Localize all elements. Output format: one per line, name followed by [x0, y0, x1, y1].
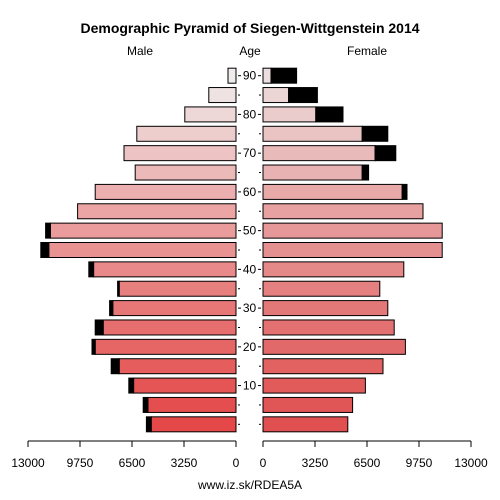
x-tick-label-female: 13000 — [454, 456, 488, 470]
male-bars — [40, 67, 237, 433]
female-excess-70-74 — [374, 145, 397, 162]
female-excess-65-69 — [361, 164, 370, 181]
age-axis: 10 20 30 40 50 60 70 80 90 — [238, 69, 261, 425]
female-bar-15-19 — [262, 358, 384, 375]
female-label: Female — [347, 44, 387, 58]
x-tick-label-female: 6500 — [354, 456, 381, 470]
source-footer: www.iz.sk/RDEA5A — [197, 478, 302, 492]
x-tick-label-male: 13000 — [11, 456, 45, 470]
male-bar-80-84 — [184, 106, 237, 123]
x-tick-label-male: 0 — [233, 456, 240, 470]
male-bar-15-19 — [118, 358, 237, 375]
female-bar-50-54 — [262, 222, 443, 239]
female-bar-90+ — [262, 67, 272, 84]
male-bar-60-64 — [94, 183, 237, 200]
male-bar-40-44 — [93, 261, 237, 278]
male-bar-25-29 — [102, 319, 237, 336]
age-tick-label: 60 — [243, 185, 257, 199]
female-bar-65-69 — [262, 164, 363, 181]
male-bar-5-9 — [147, 396, 237, 413]
male-excess-5-9 — [142, 396, 149, 413]
female-bar-25-29 — [262, 319, 395, 336]
female-bar-80-84 — [262, 106, 317, 123]
age-tick-label: 40 — [243, 262, 257, 276]
male-bar-30-34 — [112, 300, 237, 317]
male-excess-35-39 — [117, 280, 120, 297]
male-bar-0-4 — [150, 416, 237, 433]
male-bar-75-79 — [136, 125, 237, 142]
male-excess-0-4 — [145, 416, 152, 433]
male-bar-50-54 — [49, 222, 237, 239]
male-bar-35-39 — [118, 280, 237, 297]
x-tick-label-female: 0 — [260, 456, 267, 470]
age-tick-label: 70 — [243, 146, 257, 160]
female-bar-35-39 — [262, 280, 381, 297]
male-excess-15-19 — [110, 358, 120, 375]
age-tick-label: 50 — [243, 224, 257, 238]
male-excess-10-14 — [128, 377, 135, 394]
age-tick-label: 30 — [243, 301, 257, 315]
age-tick-label: 80 — [243, 107, 257, 121]
male-bar-90+ — [227, 67, 237, 84]
male-excess-45-49 — [40, 242, 50, 258]
female-bar-75-79 — [262, 125, 363, 142]
male-bar-85-89 — [208, 87, 237, 104]
female-bar-85-89 — [262, 87, 290, 104]
female-bar-20-24 — [262, 338, 406, 355]
female-bar-10-14 — [262, 377, 366, 394]
male-bar-65-69 — [134, 164, 237, 181]
male-label: Male — [127, 44, 153, 58]
male-bar-10-14 — [133, 377, 237, 394]
female-bar-60-64 — [262, 183, 403, 200]
male-excess-30-34 — [109, 300, 114, 317]
female-excess-85-89 — [288, 87, 318, 104]
female-bar-0-4 — [262, 416, 349, 433]
female-bar-5-9 — [262, 396, 354, 413]
male-excess-25-29 — [94, 319, 104, 336]
female-bar-55-59 — [262, 203, 424, 220]
female-excess-90+ — [270, 67, 298, 84]
male-bar-20-24 — [94, 338, 237, 355]
female-bar-70-74 — [262, 145, 376, 162]
male-bar-45-49 — [48, 242, 237, 258]
age-tick-label: 90 — [243, 69, 257, 83]
age-tick-label: 20 — [243, 340, 257, 354]
chart-title: Demographic Pyramid of Siegen-Wittgenste… — [80, 20, 419, 36]
age-tick-label: 10 — [243, 379, 257, 393]
female-bar-30-34 — [262, 300, 389, 317]
x-tick-label-male: 9750 — [67, 456, 94, 470]
female-bar-40-44 — [262, 261, 405, 278]
x-tick-label-female: 3250 — [302, 456, 329, 470]
x-tick-label-male: 6500 — [119, 456, 146, 470]
female-bar-45-49 — [262, 242, 443, 258]
age-label: Age — [239, 44, 261, 58]
female-excess-80-84 — [315, 106, 344, 123]
male-excess-40-44 — [88, 261, 95, 278]
female-bars — [262, 67, 443, 433]
male-bar-55-59 — [77, 203, 237, 220]
male-excess-50-54 — [45, 222, 51, 239]
male-bar-70-74 — [123, 145, 237, 162]
x-tick-label-male: 3250 — [171, 456, 198, 470]
female-excess-75-79 — [361, 125, 389, 142]
female-excess-60-64 — [401, 183, 408, 200]
x-tick-label-female: 9750 — [406, 456, 433, 470]
male-excess-20-24 — [91, 338, 96, 355]
x-axis: 13000 9750 6500 3250 0 0 3250 6500 9750 13000 — [11, 440, 488, 470]
